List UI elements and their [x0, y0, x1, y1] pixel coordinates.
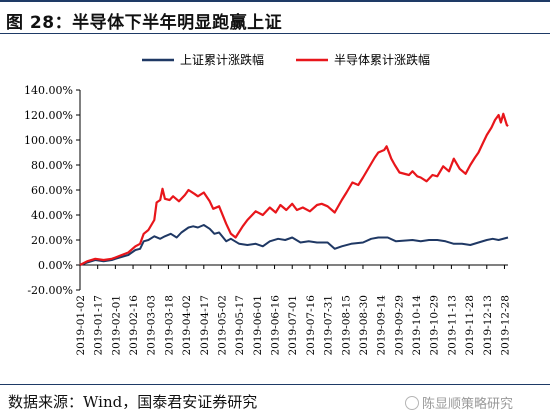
y-axis: -20.00% 0.00% 20.00% 40.00% 60.00% 80.00% 100.…	[24, 84, 81, 297]
y-tick-label: 40.00%	[31, 209, 73, 222]
y-tick-label: 60.00%	[31, 184, 73, 197]
x-tick-label: 2019-01-17	[93, 295, 105, 356]
x-tick-label: 2019-04-17	[199, 295, 211, 356]
watermark: 陈显顺策略研究	[405, 393, 513, 412]
chart-legend: 上证累计涨跌幅 半导体累计涨跌幅	[142, 52, 430, 67]
x-tick-label: 2019-08-30	[358, 295, 370, 356]
y-tick-label: 100.00%	[24, 134, 73, 147]
x-tick-label: 2019-07-31	[323, 295, 335, 356]
legend-item-sse-label: 上证累计涨跌幅	[180, 52, 264, 67]
x-tick-label: 2019-01-02	[75, 295, 87, 356]
y-tick-label: 20.00%	[31, 234, 73, 247]
x-tick-label: 2019-02-01	[110, 295, 122, 356]
figure-title: 图 28：半导体下半年明显跑赢上证	[6, 13, 283, 33]
figure-header: 图 28：半导体下半年明显跑赢上证	[0, 0, 550, 34]
x-tick-label: 2019-10-29	[429, 295, 441, 356]
x-tick-label: 2019-05-02	[216, 295, 228, 356]
x-tick-label: 2019-02-16	[128, 295, 140, 356]
watermark-text: 陈显顺策略研究	[422, 397, 514, 412]
x-tick-label: 2019-07-01	[287, 295, 299, 356]
x-tick-label: 2019-05-17	[234, 295, 246, 356]
x-tick-label: 2019-12-28	[499, 295, 511, 356]
x-tick-label: 2019-09-29	[393, 295, 405, 356]
x-tick-label: 2019-08-15	[340, 295, 352, 356]
wechat-icon	[405, 396, 419, 410]
x-tick-label: 2019-03-03	[146, 295, 158, 356]
x-tick-label: 2019-06-16	[270, 295, 282, 356]
legend-item-semiconductor-label: 半导体累计涨跌幅	[334, 52, 430, 67]
x-axis: 2019-01-02 2019-01-17 2019-02-01 2019-02-16…	[75, 264, 511, 356]
series-layer	[79, 112, 509, 266]
x-tick-label: 2019-12-13	[482, 295, 494, 356]
sse-cumulative-line	[79, 224, 509, 266]
x-tick-label: 2019-06-01	[252, 295, 264, 356]
line-chart: 上证累计涨跌幅 半导体累计涨跌幅 -20.00% 0.00% 20.00% 40.00%…	[24, 52, 511, 356]
x-tick-label: 2019-11-13	[446, 295, 458, 356]
x-tick-label: 2019-10-14	[411, 295, 423, 356]
y-tick-label: -20.00%	[27, 284, 73, 297]
semiconductor-cumulative-line	[79, 112, 509, 266]
y-tick-label: 140.00%	[24, 84, 73, 97]
x-tick-label: 2019-04-02	[181, 295, 193, 356]
x-tick-label: 2019-11-28	[464, 295, 476, 356]
y-tick-label: 0.00%	[38, 259, 73, 272]
x-tick-label: 2019-03-18	[163, 295, 175, 356]
source-note: 数据来源：Wind，国泰君安证券研究	[8, 393, 258, 411]
y-tick-label: 120.00%	[24, 109, 73, 122]
x-tick-label: 2019-07-16	[305, 295, 317, 356]
y-tick-label: 80.00%	[31, 159, 73, 172]
x-tick-label: 2019-09-14	[376, 295, 388, 356]
figure-footer: 数据来源：Wind，国泰君安证券研究 陈显顺策略研究	[0, 384, 550, 420]
